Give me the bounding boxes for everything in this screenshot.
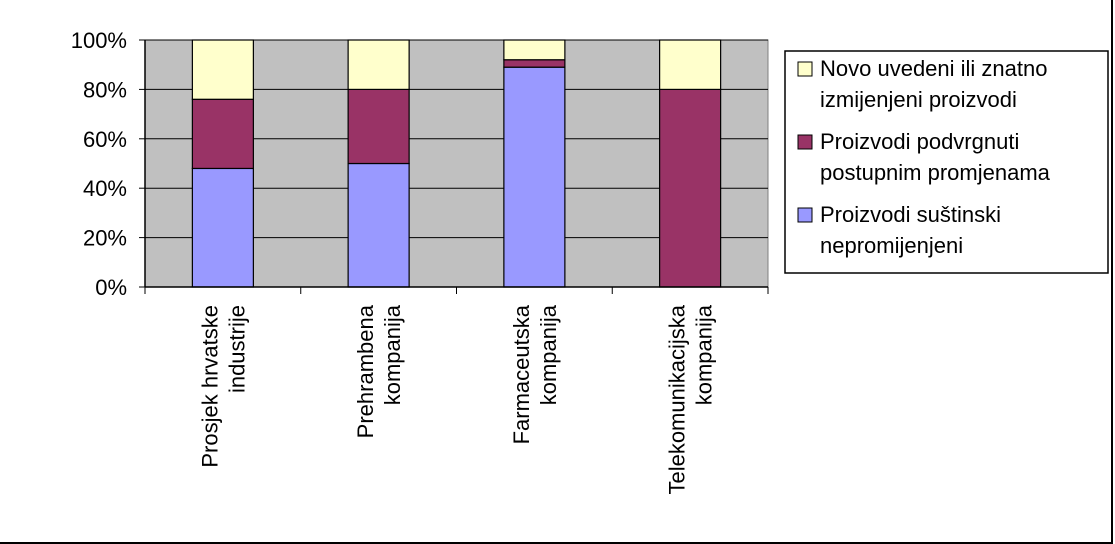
category-label-line: Farmaceutska [509,304,534,444]
bar-segment [347,88,410,165]
category-label: Telekomunikacijska kompanija [665,304,717,494]
category-label-line: Prehrambena [353,304,378,438]
legend-label: Proizvodi suštinski [820,202,1001,227]
bar-segment [191,167,254,288]
category-label: Farmaceutska kompanija [509,304,561,444]
bar-segment [503,66,566,288]
y-tick-label: 0% [95,275,127,300]
y-tick-label: 40% [83,176,127,201]
legend-label: Novo uvedeni ili znatno [820,56,1047,81]
category-label-line: kompanija [536,304,561,405]
bar-segment [191,98,254,170]
legend-swatch [797,134,813,150]
category-label-line: industrije [224,305,249,393]
bar-segment [191,39,254,100]
legend-label: postupnim promjenama [820,160,1051,185]
y-tick-label: 80% [83,77,127,102]
bar-segment [503,39,566,61]
category-label-line: kompanija [692,304,717,405]
legend-label: izmijenjeni proizvodi [820,87,1017,112]
bar-segment [659,88,722,288]
legend-box [784,50,1109,274]
legend-swatch [797,61,813,77]
category-label-line: kompanija [380,304,405,405]
category-label: Prosjek hrvatske industrije [197,305,249,468]
y-tick-label: 100% [71,28,127,53]
category-label-line: Prosjek hrvatske [197,305,222,468]
category-label-line: Telekomunikacijska [665,304,690,494]
legend-label: Proizvodi podvrgnuti [820,129,1019,154]
bar-segment [347,162,410,288]
legend-label: nepromijenjeni [820,233,963,258]
bar-segment [347,39,410,91]
legend-swatch [797,207,813,223]
y-tick-label: 60% [83,127,127,152]
category-label: Prehrambena kompanija [353,304,405,438]
bar-segment [659,39,722,91]
bar-segment [503,59,566,68]
y-tick-label: 20% [83,226,127,251]
